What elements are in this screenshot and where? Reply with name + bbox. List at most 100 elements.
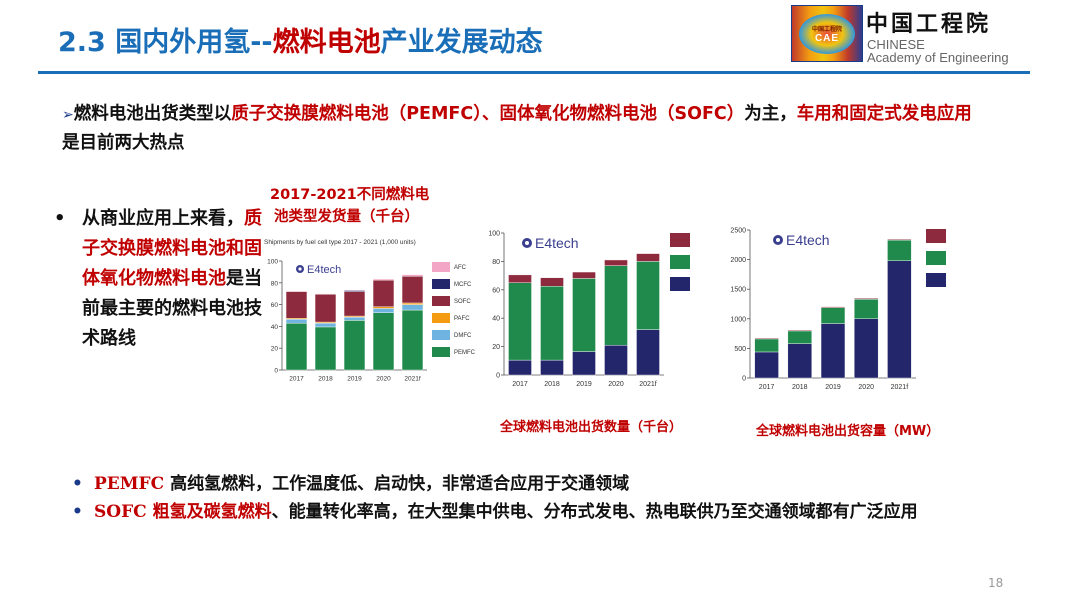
y-tick-label: 500 — [734, 346, 746, 353]
y-tick-label: 100 — [267, 259, 278, 266]
x-tick-label: 2020 — [376, 376, 391, 383]
bar-segment-afc — [314, 293, 337, 295]
bar-segment-afc — [285, 290, 308, 292]
logo-cn-text: 中国工程院 — [811, 25, 842, 33]
side-note: • 从商业应用上来看，质子交换膜燃料电池和固体氧化物燃料电池是当前最主要的燃料电… — [54, 204, 264, 354]
legend-swatch — [926, 251, 946, 265]
y-tick-label: 0 — [496, 373, 500, 380]
bar-segment-series-maroon — [540, 277, 564, 287]
chart2-caption: 全球燃料电池出货数量（千台） — [500, 420, 683, 435]
bar-segment-series-navy — [572, 351, 596, 376]
bar-segment-series-maroon — [820, 306, 846, 308]
lead-seg-red: 车用和固定式发电应用 — [796, 104, 972, 124]
y-tick-label: 2000 — [730, 257, 746, 264]
cae-logo-icon: 中国工程院 CAE — [791, 5, 863, 62]
bar-segment-afc — [372, 278, 395, 281]
bullet-dot-icon: • — [72, 502, 83, 522]
bar-segment-pemfc — [314, 326, 337, 371]
legend-swatch — [432, 296, 450, 306]
logo-emblem: 中国工程院 CAE — [799, 13, 855, 54]
arrow-bullet-icon: ➢ — [62, 107, 74, 123]
chart-shipments-by-type: Shipments by fuel cell type 2017 - 2021 … — [262, 234, 477, 384]
title-divider — [38, 71, 1030, 74]
bullet-dot-icon: • — [72, 474, 83, 494]
bar-segment-series-green — [787, 330, 812, 344]
legend-swatch — [670, 277, 690, 291]
x-tick-label: 2019 — [576, 381, 592, 388]
e4tech-brand: E4tech — [307, 264, 341, 276]
bar-segment-series-navy — [820, 323, 846, 379]
chart3-caption: 全球燃料电池出货容量（MW） — [756, 424, 940, 439]
y-tick-label: 0 — [274, 368, 278, 375]
org-name-en-line1: CHINESE — [867, 37, 925, 52]
x-tick-label: 2018 — [544, 381, 560, 388]
bar-segment-pemfc — [285, 322, 308, 371]
x-tick-label: 2017 — [759, 384, 775, 391]
bar-segment-pemfc — [401, 309, 424, 371]
x-tick-label: 2017 — [512, 381, 528, 388]
y-tick-label: 60 — [492, 287, 500, 294]
bar-segment-series-navy — [540, 359, 564, 376]
legend-swatch — [432, 279, 450, 289]
bar-segment-series-green — [572, 278, 596, 352]
y-tick-label: 40 — [492, 316, 500, 323]
bar-segment-sofc — [314, 294, 337, 323]
y-tick-label: 1000 — [730, 316, 746, 323]
legend-swatch — [432, 262, 450, 272]
side-note-highlight: 质子交换膜燃料电池和固体氧化物燃料电池 — [82, 208, 262, 289]
bar-segment-series-maroon — [887, 238, 912, 241]
org-name-en-line2: Academy of Engineering — [867, 50, 1009, 65]
bar-segment-series-green — [754, 338, 779, 353]
x-tick-label: 2021f — [639, 381, 657, 388]
bullet-list: • PEMFC 高纯氢燃料，工作温度低、启动快，非常适合应用于交通领域 • SOFC… — [72, 470, 972, 526]
bar-segment-afc — [401, 274, 424, 277]
bar-segment-series-navy — [787, 343, 812, 379]
x-tick-label: 2021f — [404, 376, 420, 383]
legend-swatch — [670, 233, 690, 247]
title-prefix: 2.3 国内外用氢-- — [58, 27, 273, 58]
lead-seg: 为主， — [744, 104, 797, 124]
y-tick-label: 60 — [271, 302, 279, 309]
bar-segment-series-green — [887, 239, 912, 261]
legend-swatch — [926, 229, 946, 243]
bullet-sofc: • SOFC 粗氢及碳氢燃料、能量转化率高，在大型集中供电、分布式发电、热电联供乃… — [72, 498, 972, 526]
legend-label: AFC — [454, 265, 467, 271]
bar-segment-series-green — [540, 286, 564, 361]
bar-segment-series-green — [820, 307, 846, 324]
bullet-pemfc: • PEMFC 高纯氢燃料，工作温度低、启动快，非常适合应用于交通领域 — [72, 470, 972, 498]
y-tick-label: 80 — [492, 259, 500, 266]
legend-swatch — [670, 255, 690, 269]
x-tick-label: 2020 — [608, 381, 624, 388]
side-note-text: 是当前最主要的燃料电池技术路线 — [82, 268, 262, 349]
bar-segment-series-maroon — [604, 259, 628, 266]
bar-segment-sofc — [343, 291, 366, 317]
y-tick-label: 2500 — [730, 228, 746, 235]
bar-segment-series-navy — [887, 260, 912, 379]
x-tick-label: 2020 — [858, 384, 874, 391]
bar-segment-sofc — [401, 276, 424, 304]
bar-segment-series-maroon — [572, 271, 596, 279]
bar-segment-dmfc — [372, 308, 395, 313]
bar-segment-series-green — [604, 265, 628, 346]
legend-swatch — [432, 347, 450, 357]
y-tick-label: 80 — [271, 280, 279, 287]
page-number: 18 — [988, 576, 1004, 590]
legend-swatch — [432, 330, 450, 340]
chart-global-shipments-mw: 0 500 1000 1500 2000 2500 2017 2018 2019 2020 2021… — [724, 218, 974, 393]
legend-label: PAFC — [454, 316, 470, 322]
x-tick-label: 2017 — [289, 376, 304, 383]
bar-segment-series-green — [854, 299, 879, 319]
org-name-cn: 中国工程院 — [866, 11, 992, 37]
x-tick-label: 2021f — [891, 384, 909, 391]
bar-segment-series-maroon — [508, 274, 532, 283]
bullet-text: 高纯氢燃料，工作温度低、启动快，非常适合应用于交通领域 — [164, 474, 630, 494]
title-highlight: 燃料电池 — [272, 27, 381, 58]
legend-swatch — [926, 273, 946, 287]
bar-segment-series-green — [508, 282, 532, 361]
y-tick-label: 1500 — [730, 287, 746, 294]
bar-segment-series-navy — [508, 359, 532, 376]
bullet-label: SOFC — [94, 502, 147, 522]
bullet-label: PEMFC — [94, 474, 165, 494]
bullet-text: 、能量转化率高，在大型集中供电、分布式发电、热电联供乃至交通领域都有广泛应用 — [271, 502, 918, 522]
page-title: 2.3 国内外用氢--燃料电池产业发展动态 — [58, 20, 543, 59]
